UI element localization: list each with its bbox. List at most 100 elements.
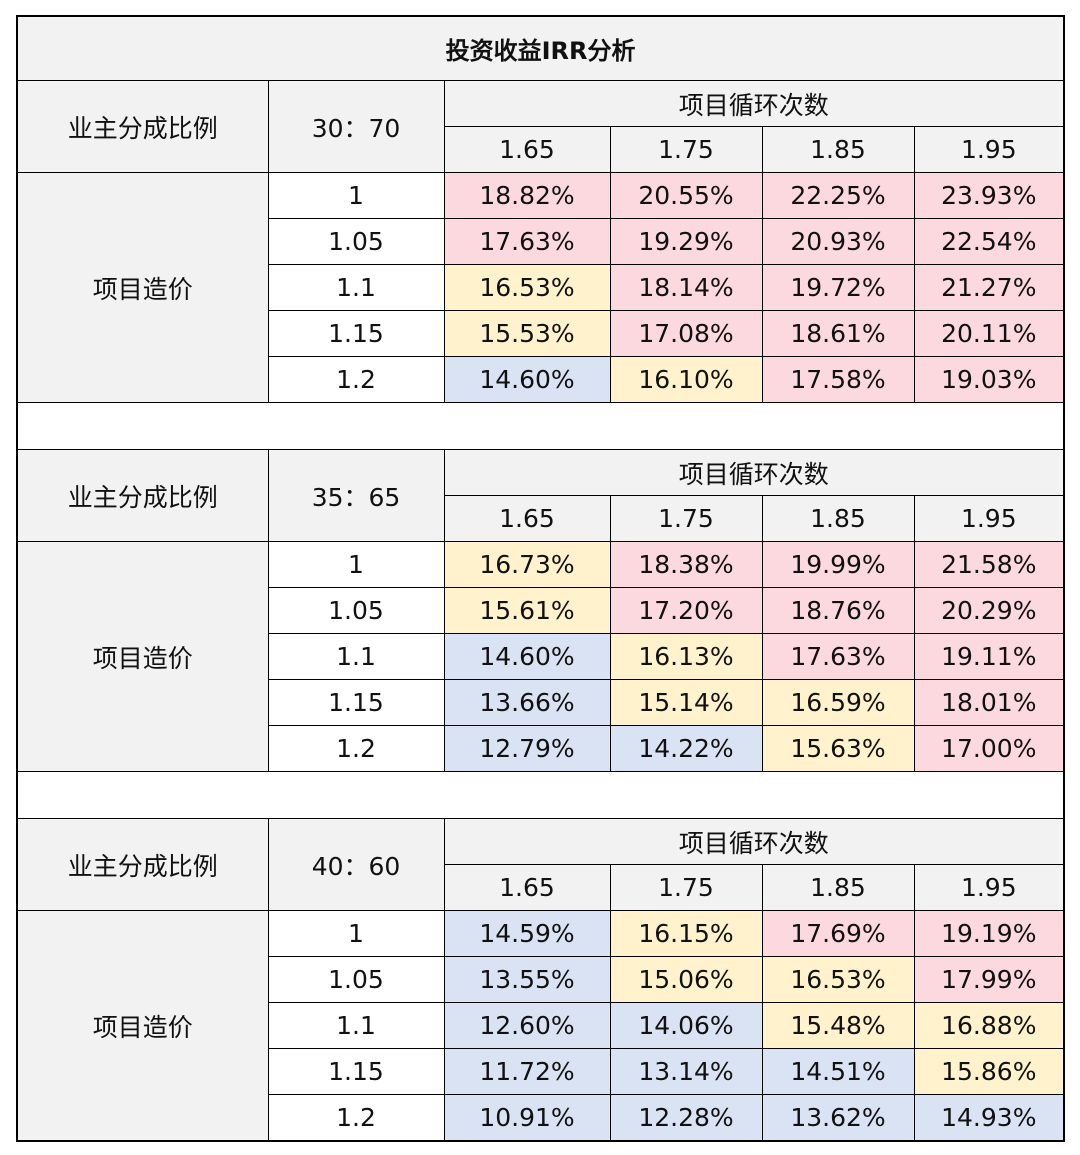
- ratio-label: 业主分成比例: [16, 449, 269, 542]
- irr-value: 11.72%: [443, 1048, 611, 1095]
- irr-value: 14.59%: [443, 910, 611, 957]
- irr-value: 14.93%: [913, 1094, 1065, 1142]
- table-row: 1.05 15.61% 17.20% 18.76% 20.29%: [17, 587, 1065, 634]
- irr-value: 18.01%: [913, 679, 1065, 726]
- cost-value: 1.15: [267, 310, 445, 357]
- cycle-header: 1.85: [761, 126, 915, 173]
- table-row: 1.1 16.53% 18.14% 19.72% 21.27%: [17, 264, 1065, 311]
- irr-value: 16.15%: [609, 910, 763, 957]
- table-row: 业主分成比例 40：60 项目循环次数: [16, 818, 1065, 911]
- irr-table: 投资收益IRR分析 业主分成比例 30：70 项目循环次数 1.65 1.75 1.85 1.…: [16, 15, 1066, 1142]
- ratio-label: 业主分成比例: [16, 80, 269, 173]
- cycle-header: 1.65: [443, 126, 611, 173]
- cost-value: 1.15: [267, 1048, 445, 1095]
- irr-value: 17.20%: [609, 587, 763, 634]
- cycle-header: 1.85: [761, 495, 915, 542]
- spacer: [17, 402, 1065, 450]
- irr-value: 19.03%: [913, 356, 1065, 403]
- irr-value: 15.86%: [913, 1048, 1065, 1095]
- irr-value: 19.19%: [913, 910, 1065, 957]
- irr-value: 13.55%: [443, 956, 611, 1003]
- irr-value: 17.63%: [761, 633, 915, 680]
- cycle-header: 1.75: [609, 126, 763, 173]
- cycle-header: 1.65: [443, 495, 611, 542]
- cycles-label: 项目循环次数: [443, 80, 1065, 127]
- irr-value: 15.48%: [761, 1002, 915, 1049]
- irr-value: 20.93%: [761, 218, 915, 265]
- table-body: 投资收益IRR分析 业主分成比例 30：70 项目循环次数 1.65 1.75 1.85 1.…: [16, 15, 1065, 1142]
- irr-value: 13.62%: [761, 1094, 915, 1142]
- table-row: 1.1 12.60% 14.06% 15.48% 16.88%: [17, 1002, 1065, 1049]
- table-row: 1.15 11.72% 13.14% 14.51% 15.86%: [17, 1048, 1065, 1095]
- cost-value: 1.2: [267, 356, 445, 403]
- irr-value: 21.27%: [913, 264, 1065, 311]
- irr-value: 19.72%: [761, 264, 915, 311]
- irr-value: 22.25%: [761, 172, 915, 219]
- cost-value: 1.1: [267, 264, 445, 311]
- ratio-value: 35：65: [267, 449, 445, 542]
- irr-value: 17.69%: [761, 910, 915, 957]
- irr-value: 12.60%: [443, 1002, 611, 1049]
- table-row: [17, 771, 1065, 819]
- irr-value: 19.99%: [761, 541, 915, 588]
- cost-value: 1.05: [267, 956, 445, 1003]
- irr-value: 18.14%: [609, 264, 763, 311]
- cycle-header: 1.95: [913, 495, 1065, 542]
- irr-value: 22.54%: [913, 218, 1065, 265]
- cycle-header: 1.85: [761, 864, 915, 911]
- irr-value: 18.76%: [761, 587, 915, 634]
- table-row: 1.15 13.66% 15.14% 16.59% 18.01%: [17, 679, 1065, 726]
- table-row: 1.65 1.75 1.85 1.95: [17, 126, 1065, 173]
- irr-value: 18.82%: [443, 172, 611, 219]
- cost-value: 1.05: [267, 587, 445, 634]
- irr-value: 16.53%: [443, 264, 611, 311]
- irr-value: 12.79%: [443, 725, 611, 772]
- irr-value: 15.63%: [761, 725, 915, 772]
- irr-value: 10.91%: [443, 1094, 611, 1142]
- irr-value: 13.14%: [609, 1048, 763, 1095]
- irr-value: 14.51%: [761, 1048, 915, 1095]
- ratio-value: 30：70: [267, 80, 445, 173]
- irr-value: 14.06%: [609, 1002, 763, 1049]
- cost-label: 项目造价: [16, 541, 269, 772]
- cycle-header: 1.95: [913, 126, 1065, 173]
- irr-value: 16.88%: [913, 1002, 1065, 1049]
- table-row: 1.65 1.75 1.85 1.95: [17, 864, 1065, 911]
- table-row: 1.05 13.55% 15.06% 16.53% 17.99%: [17, 956, 1065, 1003]
- cost-label: 项目造价: [16, 172, 269, 403]
- irr-value: 13.66%: [443, 679, 611, 726]
- irr-value: 21.58%: [913, 541, 1065, 588]
- cost-value: 1: [267, 541, 445, 588]
- irr-value: 14.60%: [443, 356, 611, 403]
- irr-value: 16.13%: [609, 633, 763, 680]
- cycle-header: 1.95: [913, 864, 1065, 911]
- irr-value: 15.06%: [609, 956, 763, 1003]
- table-title: 投资收益IRR分析: [16, 15, 1065, 81]
- irr-value: 20.55%: [609, 172, 763, 219]
- irr-value: 18.38%: [609, 541, 763, 588]
- table-row: 项目造价 1 16.73% 18.38% 19.99% 21.58%: [16, 541, 1065, 772]
- irr-value: 16.73%: [443, 541, 611, 588]
- ratio-value: 40：60: [267, 818, 445, 911]
- irr-value: 23.93%: [913, 172, 1065, 219]
- irr-value: 16.53%: [761, 956, 915, 1003]
- irr-value: 20.29%: [913, 587, 1065, 634]
- irr-value: 15.53%: [443, 310, 611, 357]
- irr-value: 15.61%: [443, 587, 611, 634]
- cycle-header: 1.75: [609, 495, 763, 542]
- table-row: 项目造价 1 18.82% 20.55% 22.25% 23.93%: [16, 172, 1065, 403]
- cost-label: 项目造价: [16, 910, 269, 1142]
- spacer: [17, 771, 1065, 819]
- irr-value: 19.29%: [609, 218, 763, 265]
- irr-value: 16.10%: [609, 356, 763, 403]
- table-row: 项目造价 1 14.59% 16.15% 17.69% 19.19%: [16, 910, 1065, 1142]
- table-row: [17, 402, 1065, 450]
- table-row: 1.05 17.63% 19.29% 20.93% 22.54%: [17, 218, 1065, 265]
- table-row: 1.2 10.91% 12.28% 13.62% 14.93%: [17, 1094, 1065, 1142]
- cycle-header: 1.65: [443, 864, 611, 911]
- cost-value: 1.15: [267, 679, 445, 726]
- irr-value: 19.11%: [913, 633, 1065, 680]
- table-row: 1.2 12.79% 14.22% 15.63% 17.00%: [17, 725, 1065, 772]
- irr-value: 17.58%: [761, 356, 915, 403]
